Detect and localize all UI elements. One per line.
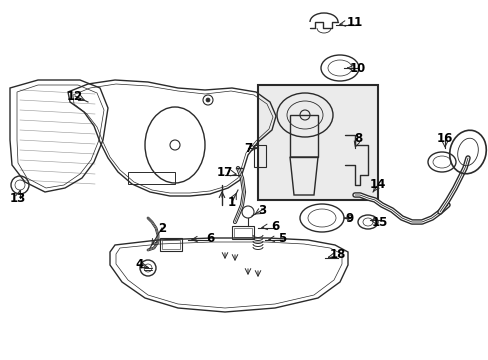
Bar — [289, 115, 317, 157]
Text: 1: 1 — [227, 195, 236, 208]
Text: 6: 6 — [205, 231, 214, 244]
Text: 6: 6 — [270, 220, 279, 233]
Text: 2: 2 — [158, 221, 166, 234]
Text: 11: 11 — [346, 15, 363, 28]
Bar — [234, 228, 251, 237]
Bar — [160, 238, 182, 251]
FancyBboxPatch shape — [258, 85, 377, 200]
Text: 3: 3 — [257, 203, 265, 216]
Text: 16: 16 — [436, 131, 452, 144]
Text: 7: 7 — [244, 141, 251, 154]
Text: 8: 8 — [353, 131, 362, 144]
Bar — [231, 226, 253, 239]
Circle shape — [205, 98, 209, 102]
Bar — [253, 145, 265, 167]
Text: 18: 18 — [329, 248, 346, 261]
Text: 15: 15 — [371, 216, 387, 229]
Bar — [162, 240, 180, 249]
Text: 9: 9 — [345, 211, 353, 225]
Text: 5: 5 — [277, 231, 285, 244]
Text: 17: 17 — [217, 166, 233, 179]
Text: 14: 14 — [369, 179, 386, 192]
Text: 4: 4 — [136, 258, 144, 271]
Text: 12: 12 — [67, 90, 83, 103]
Text: 10: 10 — [349, 62, 366, 75]
Text: 13: 13 — [10, 192, 26, 204]
